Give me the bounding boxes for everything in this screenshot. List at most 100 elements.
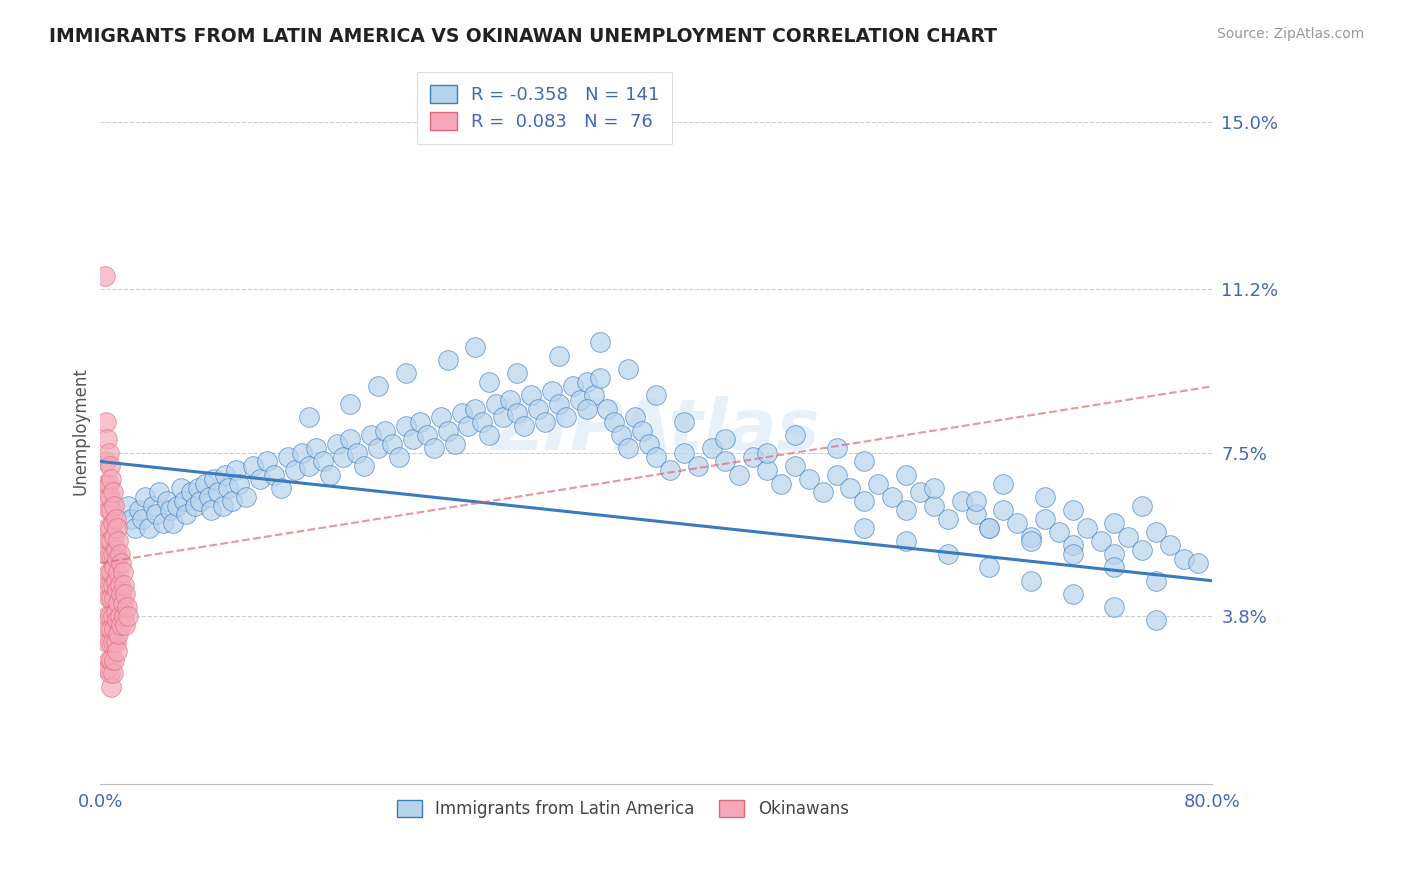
Point [100,622,122,636]
Point [993,503,1015,517]
Point [395,366,418,380]
Y-axis label: Unemployment: Unemployment [72,367,89,494]
Point [108,609,131,624]
Point [443,437,465,451]
Point [1062,538,1084,552]
Point [388,450,411,464]
Point [325,437,347,451]
Point [527,401,550,416]
Point [1104,600,1126,615]
Point [97,565,120,579]
Point [395,419,418,434]
Point [134,490,156,504]
Point [101,547,124,561]
Point [124,521,146,535]
Point [103,560,125,574]
Point [221,494,243,508]
Point [103,499,125,513]
Point [117,499,139,513]
Point [291,445,314,459]
Point [105,614,128,628]
Point [105,582,128,597]
Point [714,433,737,447]
Point [200,503,222,517]
Point [98,578,121,592]
Point [868,476,890,491]
Point [94,454,117,468]
Point [471,415,494,429]
Point [207,485,229,500]
Point [100,472,122,486]
Point [645,388,668,402]
Point [107,626,129,640]
Point [101,516,124,531]
Point [100,653,122,667]
Point [145,508,167,522]
Point [97,591,120,606]
Point [318,467,340,482]
Point [107,596,129,610]
Point [965,494,987,508]
Point [339,397,361,411]
Point [596,401,619,416]
Point [894,533,917,548]
Point [422,442,444,456]
Point [700,442,723,456]
Point [825,467,848,482]
Point [263,467,285,482]
Point [686,458,709,473]
Point [101,635,124,649]
Point [96,433,118,447]
Point [853,454,876,468]
Point [1144,614,1167,628]
Point [104,512,127,526]
Point [839,481,862,495]
Point [152,516,174,531]
Point [117,609,139,624]
Point [97,476,120,491]
Point [429,410,451,425]
Point [173,494,195,508]
Point [506,406,529,420]
Point [197,490,219,504]
Point [93,269,115,284]
Point [1118,529,1140,543]
Point [894,503,917,517]
Point [770,476,793,491]
Text: ZIPAtlas: ZIPAtlas [492,396,820,465]
Point [534,415,557,429]
Point [105,644,128,658]
Point [100,503,122,517]
Point [235,490,257,504]
Point [1047,525,1070,540]
Point [672,445,695,459]
Point [610,428,633,442]
Point [101,666,124,681]
Point [457,419,479,434]
Point [284,463,307,477]
Point [256,454,278,468]
Point [589,370,612,384]
Point [547,349,569,363]
Point [811,485,834,500]
Point [98,547,121,561]
Point [367,379,389,393]
Point [311,454,333,468]
Point [1144,525,1167,540]
Point [190,494,212,508]
Point [128,503,150,517]
Text: IMMIGRANTS FROM LATIN AMERICA VS OKINAWAN UNEMPLOYMENT CORRELATION CHART: IMMIGRANTS FROM LATIN AMERICA VS OKINAWA… [49,27,997,45]
Point [108,578,131,592]
Point [436,424,458,438]
Point [346,445,368,459]
Point [756,463,779,477]
Point [107,533,129,548]
Point [298,410,321,425]
Point [436,353,458,368]
Point [148,485,170,500]
Point [825,442,848,456]
Point [965,508,987,522]
Point [98,635,121,649]
Point [783,428,806,442]
Point [582,388,605,402]
